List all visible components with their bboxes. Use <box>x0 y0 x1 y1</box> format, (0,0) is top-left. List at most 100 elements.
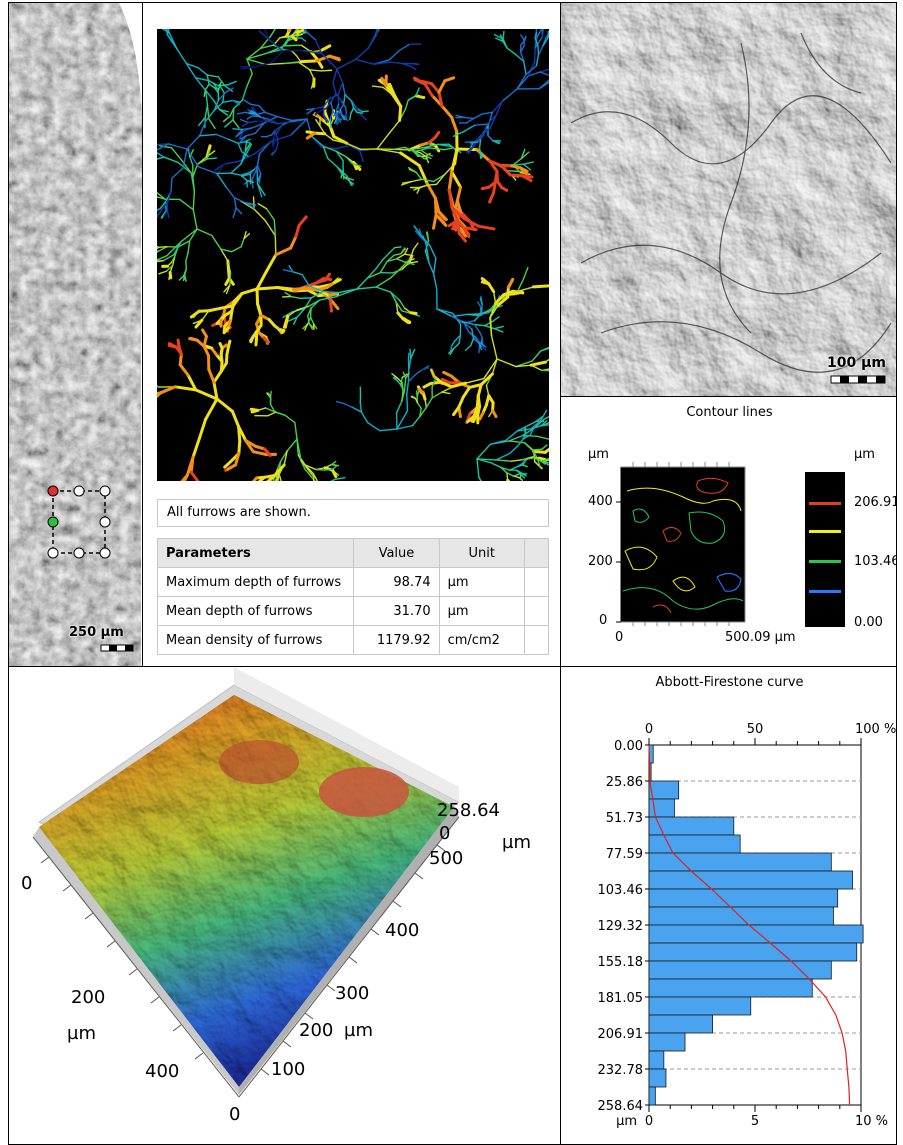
furrow-segment <box>455 185 463 203</box>
furrow-segment <box>469 141 479 144</box>
furrow-segment <box>450 340 456 347</box>
furrow-segment <box>520 151 530 160</box>
furrow-segment <box>243 231 247 240</box>
furrow-segment <box>309 69 322 72</box>
furrow-segment <box>457 395 465 409</box>
furrow-segment <box>225 187 236 199</box>
furrow-segment <box>283 450 288 466</box>
furrow-segment <box>473 323 481 333</box>
left-axis-tick: 400 <box>145 1061 180 1082</box>
histogram-bar <box>648 1068 667 1088</box>
furrow-segment <box>520 148 526 160</box>
furrow-segment <box>409 311 418 315</box>
furrow-segment <box>236 111 247 115</box>
furrow-segment <box>391 93 403 108</box>
furrow-segment <box>185 252 189 262</box>
furrow-segment <box>476 383 483 398</box>
furrow-segment <box>274 235 277 256</box>
furrow-segment <box>173 241 182 256</box>
furrow-segment <box>182 274 186 282</box>
furrow-segment <box>245 72 253 88</box>
furrow-segment <box>197 67 208 76</box>
furrow-segment <box>493 169 499 184</box>
furrow-segment <box>536 435 549 440</box>
furrow-segment <box>275 411 286 417</box>
furrow-segment <box>203 89 207 98</box>
furrows-note-box: All furrows are shown. <box>157 499 549 527</box>
furrow-segment <box>499 164 512 177</box>
furrow-segment <box>163 209 169 217</box>
furrow-segment <box>304 323 309 331</box>
furrow-segment <box>304 464 317 471</box>
furrow-segment <box>307 315 311 325</box>
furrow-segment <box>173 385 198 392</box>
furrow-segment <box>407 374 416 383</box>
furrow-segment <box>413 187 421 191</box>
furrow-segment <box>211 234 222 250</box>
furrow-segment <box>335 103 340 112</box>
furrow-segment <box>410 396 417 400</box>
column-header: Parameters <box>156 538 355 568</box>
contour-y-tick: 400 <box>588 494 613 509</box>
furrow-segment <box>520 472 526 476</box>
furrow-segment <box>506 472 515 477</box>
furrow-segment <box>523 35 527 42</box>
furrow-segment <box>304 468 316 481</box>
furrow-segment <box>449 347 455 356</box>
furrow-segment <box>216 172 228 189</box>
furrow-segment <box>443 76 456 83</box>
furrow-segment <box>205 109 216 122</box>
furrow-segment <box>403 384 406 393</box>
furrow-segment <box>224 119 234 128</box>
furrow-segment <box>275 471 280 481</box>
furrow-segment <box>441 391 451 395</box>
furrow-segment <box>298 61 311 71</box>
furrow-segment <box>520 174 534 179</box>
furrow-segment <box>300 31 308 35</box>
parameter-unit: µm <box>438 596 525 626</box>
furrow-segment <box>375 286 392 293</box>
scale-bar <box>830 375 886 384</box>
furrow-segment <box>287 309 298 317</box>
furrow-segment <box>351 406 363 413</box>
furrow-segment <box>401 180 413 184</box>
furrow-segment <box>194 318 204 329</box>
furrow-segment <box>265 49 282 55</box>
furrow-segment <box>421 367 430 371</box>
contour-y-tick: 200 <box>588 554 613 569</box>
furrow-segment <box>217 81 222 91</box>
furrow-segment <box>546 421 549 425</box>
furrow-segment <box>274 478 277 481</box>
furrow-segment <box>206 74 210 85</box>
furrow-segment <box>419 234 431 247</box>
furrow-segment <box>505 430 519 442</box>
furrow-segment <box>315 468 326 471</box>
furrow-segment <box>461 320 475 326</box>
selection-rectangle[interactable] <box>47 485 111 559</box>
bottom-tick-label: 10 % <box>855 1114 888 1129</box>
furrow-segment <box>502 38 508 49</box>
furrow-segment <box>322 145 337 152</box>
furrow-segment <box>398 104 403 122</box>
furrow-segment <box>157 209 162 218</box>
furrow-segment <box>168 270 173 280</box>
furrow-segment <box>212 82 219 91</box>
furrow-segment <box>376 132 391 150</box>
furrow-segment <box>251 178 254 189</box>
furrow-segment <box>314 38 323 55</box>
furrow-segment <box>467 145 475 154</box>
histogram-bar <box>648 888 839 908</box>
parameter-unit: µm <box>438 567 525 597</box>
furrow-segment <box>489 317 493 337</box>
furrow-segment <box>454 334 462 342</box>
furrow-segment <box>392 146 406 151</box>
y-tick-label: 258.64 <box>598 1099 644 1114</box>
y-tick-label: 206.91 <box>598 1027 644 1042</box>
furrow-segment <box>518 166 528 176</box>
furrow-segment <box>408 357 412 371</box>
furrow-segment <box>419 406 428 418</box>
furrow-segment <box>197 417 208 440</box>
furrow-segment <box>420 149 428 155</box>
furrow-segment <box>422 382 433 389</box>
furrow-segment <box>213 99 220 111</box>
